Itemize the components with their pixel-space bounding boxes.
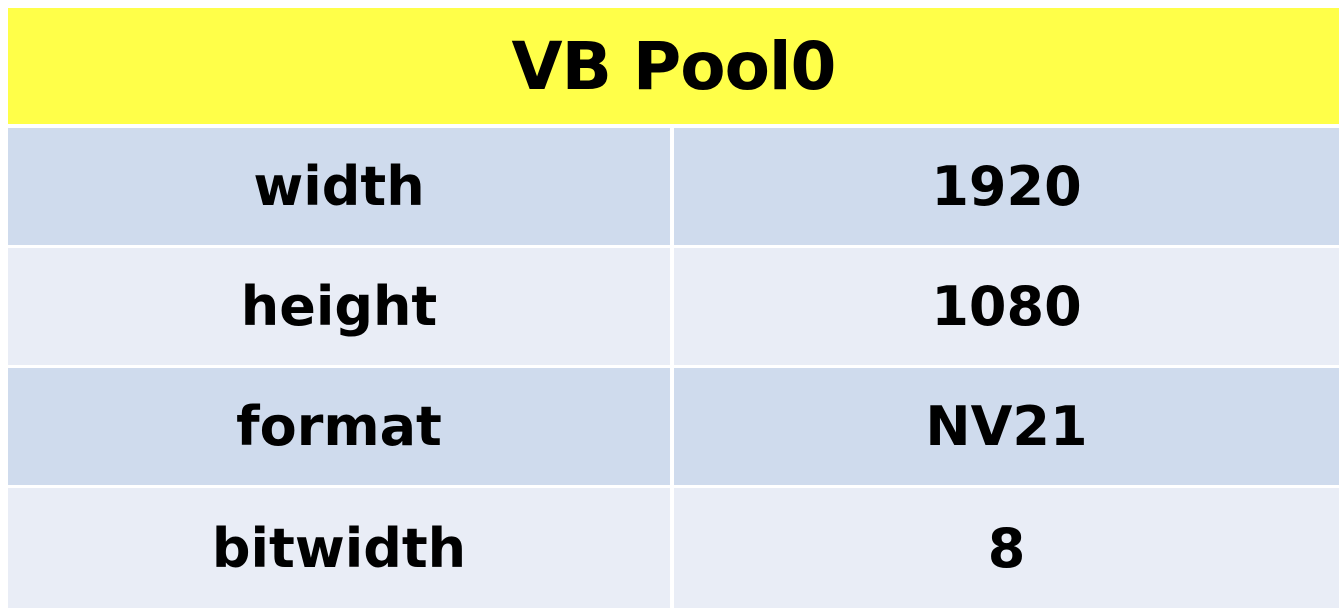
row-value-height: 1080 bbox=[674, 248, 1339, 365]
row-key-height: height bbox=[8, 248, 670, 365]
row-value-format: NV21 bbox=[674, 368, 1339, 485]
row-value-width: 1920 bbox=[674, 128, 1339, 245]
table-row: width 1920 bbox=[8, 128, 1339, 245]
table-row: format NV21 bbox=[8, 368, 1339, 485]
row-key-width: width bbox=[8, 128, 670, 245]
row-key-format: format bbox=[8, 368, 670, 485]
table-header: VB Pool0 bbox=[8, 8, 1339, 124]
row-value-bitwidth: 8 bbox=[674, 488, 1339, 608]
row-key-bitwidth: bitwidth bbox=[8, 488, 670, 608]
table-row: bitwidth 8 bbox=[8, 488, 1339, 608]
table-title: VB Pool0 bbox=[511, 27, 837, 105]
table-row: height 1080 bbox=[8, 248, 1339, 365]
